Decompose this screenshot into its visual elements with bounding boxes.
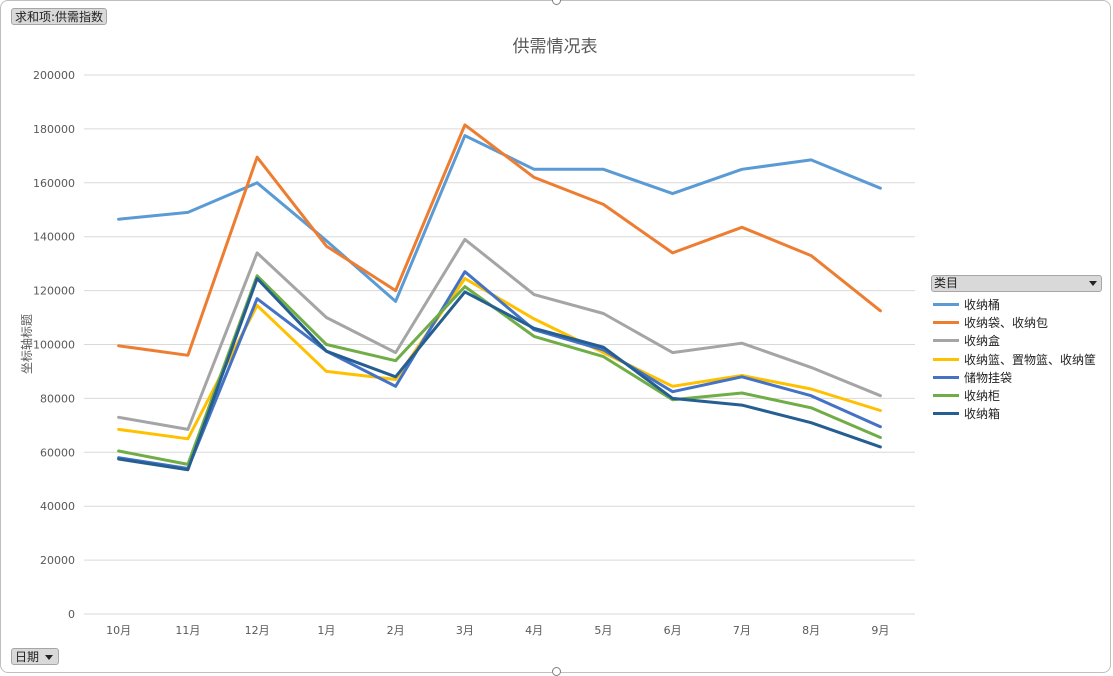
x-tick-label: 10月 xyxy=(106,624,131,637)
legend-swatch xyxy=(933,394,959,398)
y-tick-label: 40000 xyxy=(40,500,75,513)
chart-title: 供需情况表 xyxy=(513,37,598,57)
legend-swatch xyxy=(933,320,959,324)
x-tick-label: 9月 xyxy=(871,624,889,637)
x-tick-label: 11月 xyxy=(175,624,200,637)
legend-swatch xyxy=(933,412,959,416)
y-tick-label: 140000 xyxy=(33,231,75,244)
x-tick-label: 2月 xyxy=(387,624,405,637)
x-tick-label: 5月 xyxy=(594,624,612,637)
legend: 收纳桶收纳袋、收纳包 收纳盒收纳篮、置物篮、收纳筐 储物挂袋收纳柜收纳箱 xyxy=(933,295,1096,423)
y-tick-label: 160000 xyxy=(33,177,75,190)
legend-field-label: 类目 xyxy=(934,276,959,290)
series-line-1 xyxy=(117,123,882,357)
legend-swatch xyxy=(933,357,959,361)
y-tick-label: 180000 xyxy=(33,123,75,136)
x-tick-label: 7月 xyxy=(733,624,751,637)
value-field-label: 求和项:供需指数 xyxy=(15,10,104,24)
legend-item: 储物挂袋 xyxy=(933,368,1096,386)
legend-item: 收纳箱 xyxy=(933,405,1096,423)
legend-label: 收纳篮、置物篮、收纳筐 xyxy=(964,352,1097,367)
y-tick-label: 80000 xyxy=(40,392,75,405)
series-line-6 xyxy=(117,277,882,472)
series-line-2 xyxy=(117,237,882,431)
legend-label: 收纳柜 xyxy=(964,389,1001,404)
legend-item: 收纳柜 xyxy=(933,386,1096,404)
legend-label: 收纳箱 xyxy=(964,407,1001,422)
x-tick-label: 6月 xyxy=(664,624,682,637)
legend-label: 收纳袋、收纳包 xyxy=(964,315,1049,330)
x-tick-label: 3月 xyxy=(456,624,474,637)
axis-field-button[interactable]: 日期 xyxy=(11,648,59,665)
axis-field-label: 日期 xyxy=(15,650,40,664)
series-line-0 xyxy=(117,134,882,303)
x-tick-label: 8月 xyxy=(802,624,820,637)
resize-handle-top[interactable] xyxy=(552,0,561,5)
y-axis-title: 坐标轴标题 xyxy=(19,314,34,374)
chevron-down-icon xyxy=(45,655,54,660)
y-tick-label: 60000 xyxy=(40,446,75,459)
gridlines xyxy=(84,74,915,615)
legend-item: 收纳篮、置物篮、收纳筐 xyxy=(933,350,1096,368)
y-axis-ticks: 0 20000 40000 60000 80000 100000 120000 140000 1… xyxy=(33,69,75,621)
y-tick-label: 100000 xyxy=(33,339,75,352)
series-line-5 xyxy=(117,274,882,466)
y-tick-label: 120000 xyxy=(33,285,75,298)
legend-swatch xyxy=(933,302,959,306)
legend-label: 收纳桶 xyxy=(964,297,1001,312)
legend-item: 收纳盒 xyxy=(933,332,1096,350)
chevron-down-icon xyxy=(1089,281,1097,286)
x-tick-label: 4月 xyxy=(525,624,543,637)
y-tick-label: 20000 xyxy=(40,554,75,567)
y-tick-label: 0 xyxy=(68,608,75,621)
legend-field-button[interactable]: 类目 xyxy=(931,275,1102,292)
y-tick-label: 200000 xyxy=(33,69,75,82)
series-lines xyxy=(117,123,882,472)
x-tick-label: 12月 xyxy=(245,624,270,637)
legend-label: 储物挂袋 xyxy=(964,370,1013,385)
value-field-button[interactable]: 求和项:供需指数 xyxy=(11,8,108,25)
legend-swatch xyxy=(933,339,959,343)
legend-label: 收纳盒 xyxy=(964,334,1001,349)
x-tick-label: 1月 xyxy=(317,624,335,637)
legend-swatch xyxy=(933,375,959,379)
series-line-4 xyxy=(117,270,882,470)
legend-item: 收纳袋、收纳包 xyxy=(933,313,1096,331)
legend-item: 收纳桶 xyxy=(933,295,1096,313)
x-axis-ticks: 10月 11月 12月 1月 2月 3月 4月 5月 6月 7月 8月 9月 xyxy=(106,624,889,637)
